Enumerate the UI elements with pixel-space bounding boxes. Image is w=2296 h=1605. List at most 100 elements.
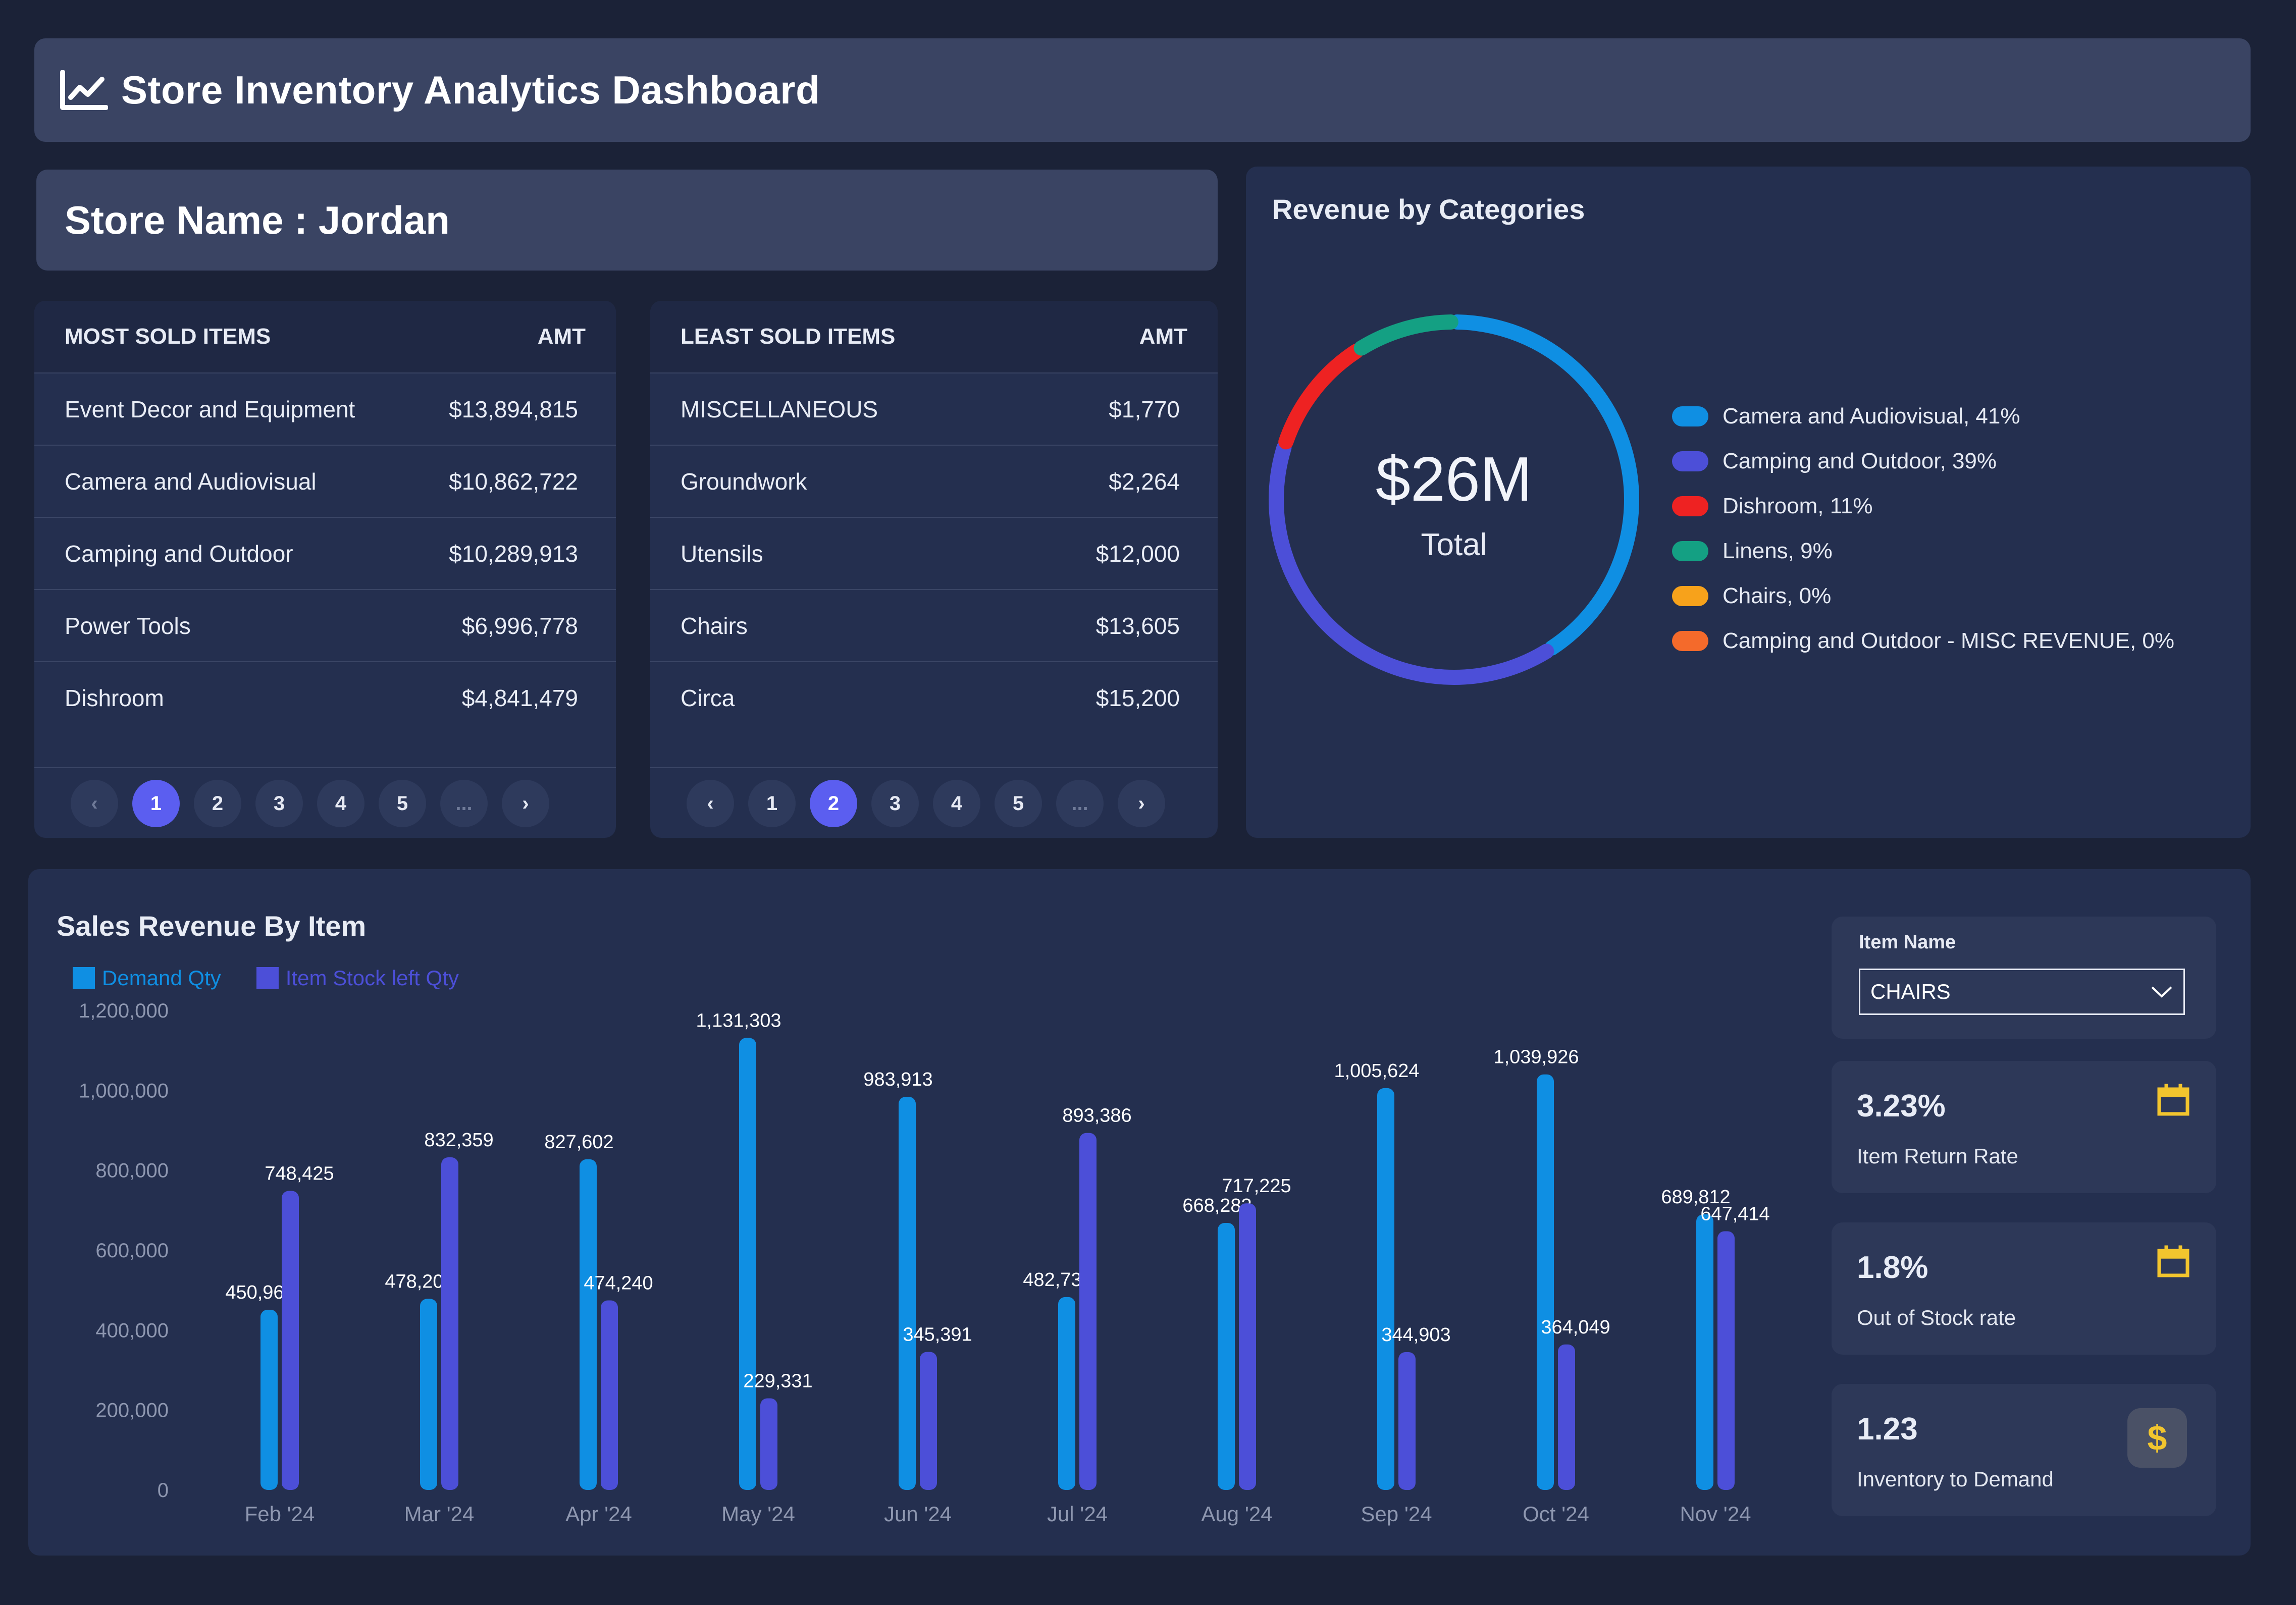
data-label: 364,049 (1541, 1317, 1610, 1338)
legend-item[interactable]: Camping and Outdoor, 39% (1672, 439, 2174, 484)
table-row[interactable]: Power Tools $6,996,778 (34, 589, 616, 661)
row-item: Camera and Audiovisual (65, 468, 317, 495)
donut-slice[interactable] (1449, 314, 1639, 656)
panel-title: Revenue by Categories (1272, 193, 1585, 225)
store-name-label: Store Name : Jordan (65, 197, 450, 242)
donut-slice[interactable] (1278, 344, 1364, 450)
stock-bar[interactable] (920, 1352, 937, 1490)
demand-bar[interactable] (580, 1159, 597, 1490)
table-row[interactable]: Circa $15,200 (650, 661, 1218, 733)
data-label: 345,391 (903, 1324, 972, 1346)
x-tick-label: Sep '24 (1361, 1502, 1432, 1526)
demand-bar[interactable] (739, 1038, 756, 1490)
legend-label: Dishroom, 11% (1723, 493, 1873, 518)
demand-bar[interactable] (899, 1097, 916, 1490)
legend-swatch (256, 967, 279, 989)
demand-bar[interactable] (1537, 1074, 1554, 1490)
table-header: LEAST SOLD ITEMS AMT (650, 301, 1218, 372)
legend-item[interactable]: Dishroom, 11% (1672, 484, 2174, 528)
page-button-4[interactable]: 4 (933, 780, 980, 827)
table-row[interactable]: Camera and Audiovisual $10,862,722 (34, 445, 616, 517)
stock-bar[interactable] (601, 1300, 618, 1490)
data-label: 717,225 (1222, 1175, 1291, 1197)
y-tick-label: 1,000,000 (79, 1080, 169, 1102)
data-label: 229,331 (743, 1370, 812, 1392)
table-row[interactable]: MISCELLANEOUS $1,770 (650, 372, 1218, 445)
data-label: 344,903 (1381, 1324, 1450, 1346)
page-button-5[interactable]: 5 (379, 780, 426, 827)
item-name-select[interactable]: CHAIRS (1859, 969, 2185, 1015)
next-page-button[interactable]: › (502, 780, 549, 827)
y-tick-label: 1,200,000 (79, 1000, 169, 1022)
stock-bar[interactable] (441, 1157, 458, 1490)
page-button-1[interactable]: 1 (748, 780, 796, 827)
prev-page-button[interactable]: ‹ (71, 780, 118, 827)
kpi-card-inventory-to-demand: 1.23 Inventory to Demand $ (1832, 1384, 2216, 1516)
x-tick-label: Jun '24 (884, 1502, 952, 1526)
table-row[interactable]: Camping and Outdoor $10,289,913 (34, 517, 616, 589)
stock-bar[interactable] (760, 1398, 777, 1490)
page-title: Store Inventory Analytics Dashboard (121, 68, 820, 112)
kpi-card-out-of-stock: 1.8% Out of Stock rate (1832, 1222, 2216, 1355)
demand-bar[interactable] (1058, 1297, 1075, 1490)
legend-swatch (1672, 630, 1708, 651)
stock-bar[interactable] (1239, 1203, 1256, 1490)
chevron-down-icon (2151, 986, 2172, 998)
demand-bar[interactable] (1377, 1088, 1394, 1490)
legend-item[interactable]: Camping and Outdoor - MISC REVENUE, 0% (1672, 618, 2174, 663)
table-row[interactable]: Groundwork $2,264 (650, 445, 1218, 517)
legend-swatch (1672, 406, 1708, 426)
next-page-button[interactable]: › (1118, 780, 1165, 827)
kpi-label: Item Return Rate (1857, 1144, 2018, 1168)
stock-bar[interactable] (1079, 1133, 1097, 1490)
donut-slice[interactable] (1353, 314, 1458, 356)
prev-page-button[interactable]: ‹ (687, 780, 734, 827)
table-row[interactable]: Event Decor and Equipment $13,894,815 (34, 372, 616, 445)
x-tick-label: Jul '24 (1047, 1502, 1108, 1526)
row-amt: $10,289,913 (449, 540, 578, 567)
demand-bar[interactable] (420, 1299, 437, 1490)
row-item: Chairs (681, 612, 748, 639)
table-row[interactable]: Dishroom $4,841,479 (34, 661, 616, 733)
x-tick-label: Feb '24 (245, 1502, 315, 1526)
legend-label: Camera and Audiovisual, 41% (1723, 403, 2020, 429)
row-item: Dishroom (65, 684, 164, 711)
page-button-4[interactable]: 4 (317, 780, 364, 827)
page-button-1[interactable]: 1 (132, 780, 180, 827)
pagination: ‹ 1 2 3 4 5 ... › (650, 767, 1218, 838)
legend-item[interactable]: Linens, 9% (1672, 528, 2174, 573)
bar-legend: Demand Qty Item Stock left Qty (73, 966, 459, 990)
page-button-2[interactable]: 2 (194, 780, 241, 827)
demand-bar[interactable] (1218, 1222, 1235, 1490)
legend-item[interactable]: Chairs, 0% (1672, 573, 2174, 618)
page-button-5[interactable]: 5 (995, 780, 1042, 827)
legend-item[interactable]: Camera and Audiovisual, 41% (1672, 394, 2174, 439)
page-button-3[interactable]: 3 (871, 780, 919, 827)
legend-item-demand[interactable]: Demand Qty (73, 966, 221, 990)
data-label: 1,005,624 (1334, 1060, 1419, 1082)
page-button-3[interactable]: 3 (255, 780, 303, 827)
demand-bar[interactable] (1696, 1214, 1713, 1490)
legend-swatch (1672, 585, 1708, 606)
data-label: 1,039,926 (1493, 1047, 1579, 1068)
kpi-card-return-rate: 3.23% Item Return Rate (1832, 1061, 2216, 1193)
stock-bar[interactable] (1558, 1344, 1575, 1490)
page-ellipsis[interactable]: ... (440, 780, 488, 827)
bar-chart: 0 200,000 400,000 600,000 800,000 1,000,000 1,… (79, 1000, 1770, 1526)
data-label: 893,386 (1062, 1105, 1131, 1127)
table-row[interactable]: Utensils $12,000 (650, 517, 1218, 589)
data-label: 689,812 (1661, 1187, 1730, 1208)
stock-bar[interactable] (1717, 1231, 1735, 1490)
data-label: 827,602 (544, 1132, 613, 1153)
panel-title: Sales Revenue By Item (57, 910, 367, 942)
table-row[interactable]: Chairs $13,605 (650, 589, 1218, 661)
page-ellipsis[interactable]: ... (1056, 780, 1104, 827)
demand-bar[interactable] (260, 1309, 278, 1490)
page-button-2[interactable]: 2 (810, 780, 857, 827)
legend-swatch (1672, 451, 1708, 471)
donut-slice[interactable] (1269, 440, 1554, 685)
row-amt: $12,000 (1095, 540, 1180, 567)
legend-item-stock[interactable]: Item Stock left Qty (256, 966, 459, 990)
stock-bar[interactable] (282, 1191, 299, 1490)
stock-bar[interactable] (1398, 1352, 1416, 1490)
